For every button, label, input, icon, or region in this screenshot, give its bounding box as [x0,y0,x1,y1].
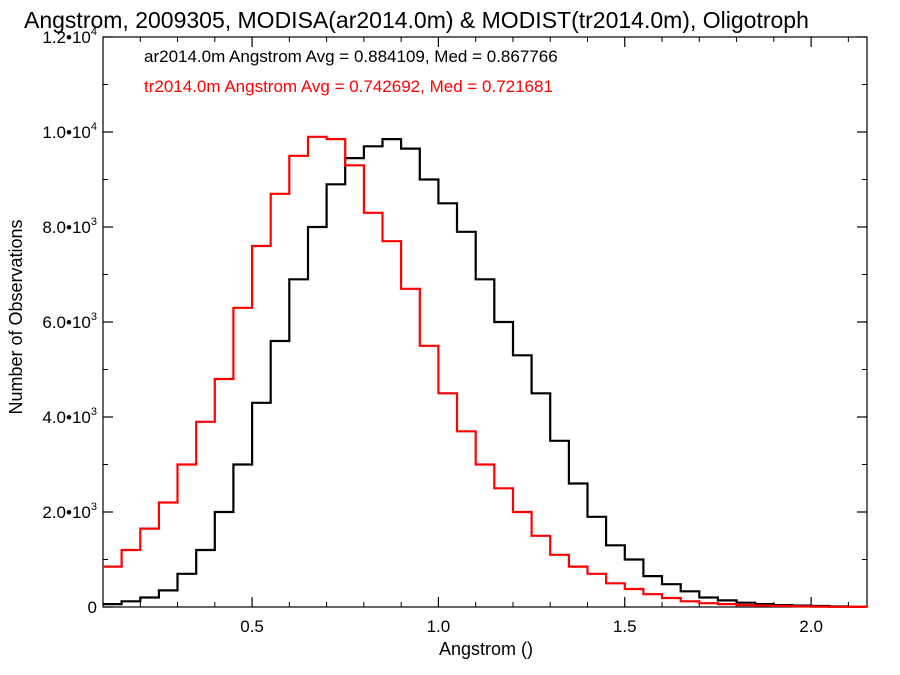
x-tick-label: 0.5 [240,617,264,636]
x-tick-label: 1.0 [427,617,451,636]
plot-axes: 0.5 1.0 1.5 2.0 0 2.0•103 4.0•103 6.0•103 8.0•10… [42,26,868,636]
y-tick-label: 1.0•104 [42,121,97,142]
y-axis-label: Number of Observations [6,219,26,414]
y-tick-label: 2.0•103 [42,501,97,522]
y-tick-label: 8.0•103 [42,216,97,237]
y-tick-label: 6.0•103 [42,311,97,332]
legend-ar2014-stats: ar2014.0m Angstrom Avg = 0.884109, Med =… [144,47,558,66]
x-axis-label: Angstrom () [439,639,533,659]
legend-tr2014-stats: tr2014.0m Angstrom Avg = 0.742692, Med =… [144,77,553,96]
x-tick-label: 2.0 [799,617,823,636]
series-line-ar2014-0m [103,138,869,608]
y-tick-label: 0 [88,598,97,617]
chart-title: Angstrom, 2009305, MODISA(ar2014.0m) & M… [24,7,809,33]
legend: ar2014.0m Angstrom Avg = 0.884109, Med =… [144,47,558,96]
plot-frame [102,36,868,608]
x-tick-label: 1.5 [613,617,637,636]
y-tick-label: 1.2•104 [42,26,97,47]
series-layer [103,135,869,608]
series-line-tr2014-0m [103,135,869,608]
y-tick-label: 4.0•103 [42,406,97,427]
